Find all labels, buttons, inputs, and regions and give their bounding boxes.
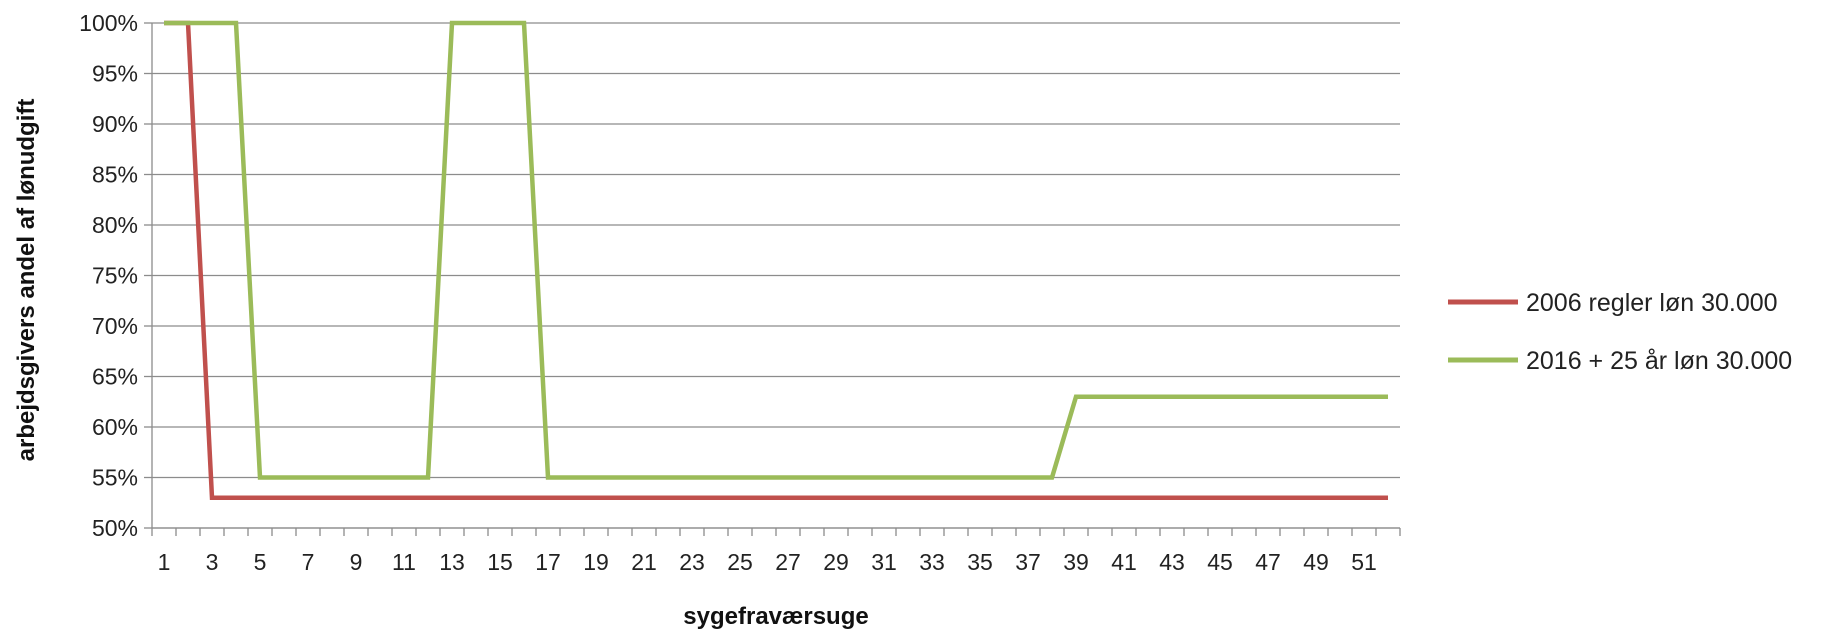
x-axis-title: sygefraværsuge [683, 603, 868, 630]
x-tick-label: 39 [1063, 549, 1089, 575]
axes [144, 22, 1401, 536]
y-tick-label: 80% [92, 212, 138, 238]
x-tick-label: 23 [679, 549, 705, 575]
x-tick-label: 9 [350, 549, 363, 575]
x-tick-label: 47 [1255, 549, 1281, 575]
x-tick-label: 5 [254, 549, 267, 575]
x-tick-label: 11 [392, 549, 416, 575]
y-tick-label: 50% [92, 515, 138, 541]
legend-label-1: 2006 regler løn 30.000 [1526, 289, 1778, 317]
y-tick-label: 70% [92, 313, 138, 339]
x-tick-label: 7 [302, 549, 315, 575]
x-tick-label: 15 [487, 549, 513, 575]
y-tick-label: 55% [92, 465, 138, 491]
y-tick-label: 85% [92, 162, 138, 188]
x-tick-label: 19 [583, 549, 609, 575]
x-tick-label: 43 [1159, 549, 1185, 575]
x-tick-label: 41 [1111, 549, 1137, 575]
y-tick-label: 75% [92, 263, 138, 289]
y-tick-label: 100% [79, 10, 138, 36]
x-tick-label: 49 [1303, 549, 1329, 575]
x-tick-label: 17 [535, 549, 561, 575]
x-tick-label: 3 [206, 549, 219, 575]
x-tick-label: 37 [1015, 549, 1041, 575]
x-tick-label: 45 [1207, 549, 1233, 575]
x-tick-label: 27 [775, 549, 801, 575]
grid-lines [152, 22, 1400, 529]
x-tick-label: 31 [871, 549, 897, 575]
series-line-2 [164, 20, 1388, 480]
y-tick-label: 60% [92, 414, 138, 440]
y-tick-label: 95% [92, 61, 138, 87]
series-line-1 [164, 20, 1388, 500]
x-tick-label: 21 [631, 549, 657, 575]
legend: 2006 regler løn 30.000 2016 + 25 år løn 3… [1448, 289, 1792, 375]
y-tick-label: 65% [92, 364, 138, 390]
x-tick-label: 29 [823, 549, 849, 575]
x-tick-label: 51 [1351, 549, 1377, 575]
tick-labels: 50%55%60%65%70%75%80%85%90%95%100%1 3 5 7 9 1… [79, 10, 1377, 575]
x-tick-label: 35 [967, 549, 993, 575]
y-tick-label: 90% [92, 111, 138, 137]
x-tick-label: 1 [158, 549, 171, 575]
x-tick-label: 33 [919, 549, 945, 575]
y-axis-title: arbejdsgivers andel af lønudgift [13, 99, 40, 462]
series-lines [164, 20, 1388, 500]
x-tick-label: 25 [727, 549, 753, 575]
legend-label-2: 2016 + 25 år løn 30.000 [1526, 347, 1792, 375]
x-tick-label: 13 [439, 549, 465, 575]
